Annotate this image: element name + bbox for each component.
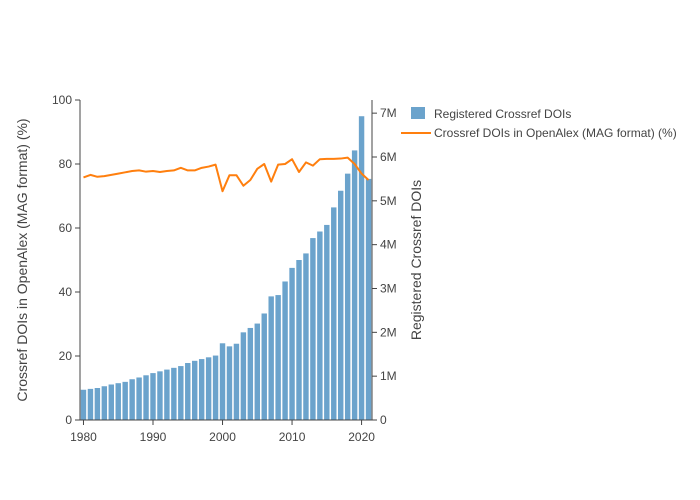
legend-item-line[interactable]: Crossref DOIs in OpenAlex (MAG format) (…	[401, 126, 677, 140]
legend-label-bars: Registered Crossref DOIs	[434, 107, 571, 121]
bar-1983[interactable]	[101, 386, 108, 420]
y-right-tick-label-5M: 5M	[380, 194, 397, 208]
bar-1991[interactable]	[157, 371, 163, 420]
x-tick-label-2020: 2020	[348, 430, 375, 444]
bar-2012[interactable]	[303, 253, 309, 420]
bar-1986[interactable]	[122, 381, 128, 420]
bar-2016[interactable]	[331, 207, 337, 420]
bar-2003[interactable]	[240, 332, 247, 420]
bar-1980[interactable]	[80, 389, 87, 420]
bar-1984[interactable]	[108, 384, 114, 420]
legend-item-bars[interactable]: Registered Crossref DOIs	[411, 107, 571, 121]
bar-2014[interactable]	[317, 231, 323, 420]
bar-1981[interactable]	[87, 388, 94, 420]
y-left-axis-title: Crossref DOIs in OpenAlex (MAG format) (…	[14, 118, 30, 401]
bar-2020[interactable]	[358, 116, 365, 420]
bar-1987[interactable]	[129, 379, 135, 420]
x-tick-label-2010: 2010	[279, 430, 306, 444]
y-left-tick-label-100: 100	[52, 93, 72, 107]
bar-2000[interactable]	[219, 343, 226, 420]
legend-bar-swatch	[411, 107, 425, 119]
bar-2007[interactable]	[268, 296, 274, 420]
y-left-tick-label-80: 80	[59, 157, 73, 171]
bar-1995[interactable]	[185, 363, 191, 420]
y-right-tick-label-4M: 4M	[380, 238, 397, 252]
y-right-tick-label-3M: 3M	[380, 281, 397, 295]
bar-2010[interactable]	[289, 267, 295, 420]
x-tick-label-2000: 2000	[209, 430, 236, 444]
bar-2019[interactable]	[351, 150, 358, 420]
y-left-ticks-group: 0 20 40 60 80 100	[52, 93, 80, 427]
bar-2005[interactable]	[254, 323, 260, 420]
bar-2008[interactable]	[275, 295, 281, 420]
y-left-tick-label-40: 40	[59, 285, 73, 299]
bar-1988[interactable]	[136, 377, 142, 420]
bar-1985[interactable]	[115, 383, 121, 420]
x-tick-label-1990: 1990	[140, 430, 167, 444]
bar-1993[interactable]	[171, 367, 177, 420]
legend: Registered Crossref DOIs Crossref DOIs i…	[401, 107, 677, 140]
bar-1994[interactable]	[178, 366, 184, 420]
bar-1998[interactable]	[205, 357, 212, 420]
bar-1989[interactable]	[143, 375, 149, 420]
y-right-tick-label-1M: 1M	[380, 369, 397, 383]
bar-1999[interactable]	[212, 355, 219, 420]
y-left-tick-label-0: 0	[65, 413, 72, 427]
bar-1982[interactable]	[94, 388, 101, 420]
bar-2015[interactable]	[324, 224, 330, 420]
bar-2006[interactable]	[261, 313, 267, 420]
bar-1990[interactable]	[150, 373, 156, 420]
y-right-tick-label-6M: 6M	[380, 150, 397, 164]
y-left-tick-label-60: 60	[59, 221, 73, 235]
x-ticks-group: 1980 1990 2000 2010 2020	[70, 420, 375, 444]
y-right-ticks-group: 0 1M 2M 3M 4M 5M 6M 7M	[372, 106, 397, 427]
bars-group	[80, 116, 372, 420]
bar-2009[interactable]	[282, 281, 288, 420]
y-right-tick-label-0: 0	[380, 413, 387, 427]
bar-1997[interactable]	[198, 359, 205, 420]
bar-2004[interactable]	[247, 327, 254, 420]
bar-2021[interactable]	[365, 178, 372, 420]
y-right-axis-title: Registered Crossref DOIs	[408, 180, 424, 340]
y-right-tick-label-2M: 2M	[380, 325, 397, 339]
bar-1996[interactable]	[192, 360, 198, 420]
axes-group	[79, 100, 373, 421]
line-series-openalex-pct[interactable]	[83, 156, 370, 193]
y-right-tick-label-7M: 7M	[380, 106, 397, 120]
legend-label-line: Crossref DOIs in OpenAlex (MAG format) (…	[434, 126, 677, 140]
bar-2011[interactable]	[296, 260, 302, 420]
bar-2013[interactable]	[310, 238, 316, 420]
bar-1992[interactable]	[164, 369, 170, 420]
bar-2001[interactable]	[226, 346, 233, 420]
bar-2002[interactable]	[233, 343, 240, 420]
x-tick-label-1980: 1980	[70, 430, 97, 444]
bar-2018[interactable]	[344, 173, 351, 420]
bar-2017[interactable]	[338, 190, 344, 420]
line-group	[83, 156, 370, 193]
y-left-tick-label-20: 20	[59, 349, 73, 363]
